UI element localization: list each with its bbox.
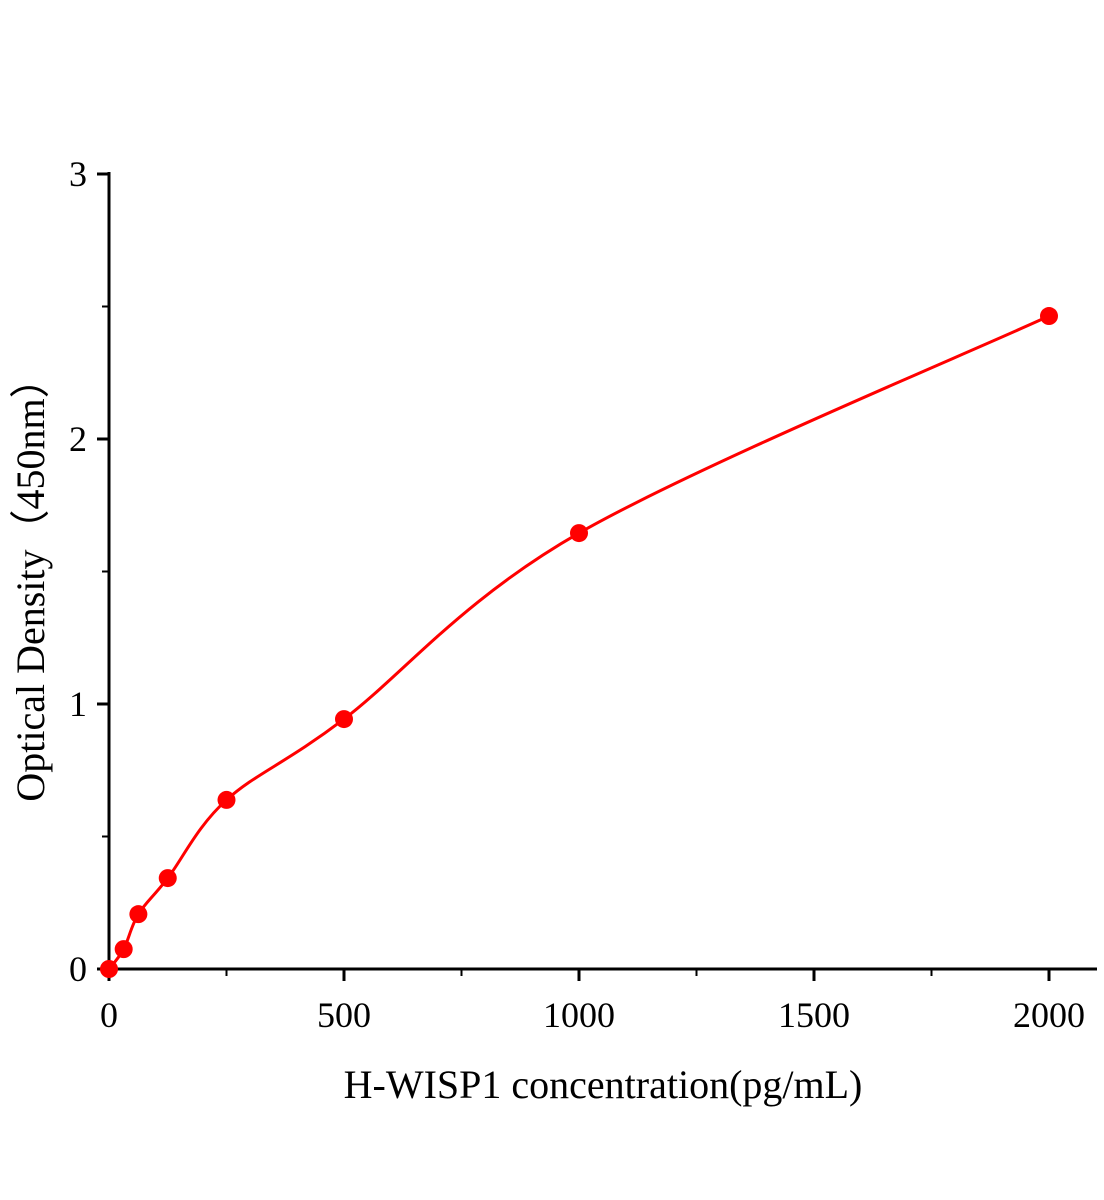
y-tick-label: 1 bbox=[69, 684, 87, 724]
data-point bbox=[158, 869, 177, 888]
y-tick-label: 0 bbox=[69, 949, 87, 989]
y-axis-label: Optical Density（450nm） bbox=[8, 358, 53, 801]
x-tick-label: 500 bbox=[317, 995, 371, 1035]
x-tick-label: 2000 bbox=[1013, 995, 1085, 1035]
y-tick-label: 2 bbox=[69, 419, 87, 459]
data-point bbox=[570, 524, 588, 543]
ticks: 0 500 1000 1500 2000 0 1 2 3 bbox=[69, 154, 1085, 1035]
data-point bbox=[217, 790, 236, 809]
data-point bbox=[335, 710, 353, 729]
data-point bbox=[100, 960, 118, 978]
x-tick-label: 0 bbox=[100, 995, 118, 1035]
y-tick-label: 3 bbox=[69, 154, 87, 194]
x-tick-label: 1000 bbox=[543, 995, 615, 1035]
data-points bbox=[100, 307, 1058, 978]
data-point bbox=[114, 940, 133, 959]
data-point bbox=[1040, 307, 1058, 326]
x-axis-label: H-WISP1 concentration(pg/mL) bbox=[344, 1062, 863, 1107]
axes bbox=[107, 172, 1097, 971]
data-point bbox=[129, 905, 148, 924]
fit-curve bbox=[107, 314, 1050, 970]
x-tick-label: 1500 bbox=[778, 995, 850, 1035]
